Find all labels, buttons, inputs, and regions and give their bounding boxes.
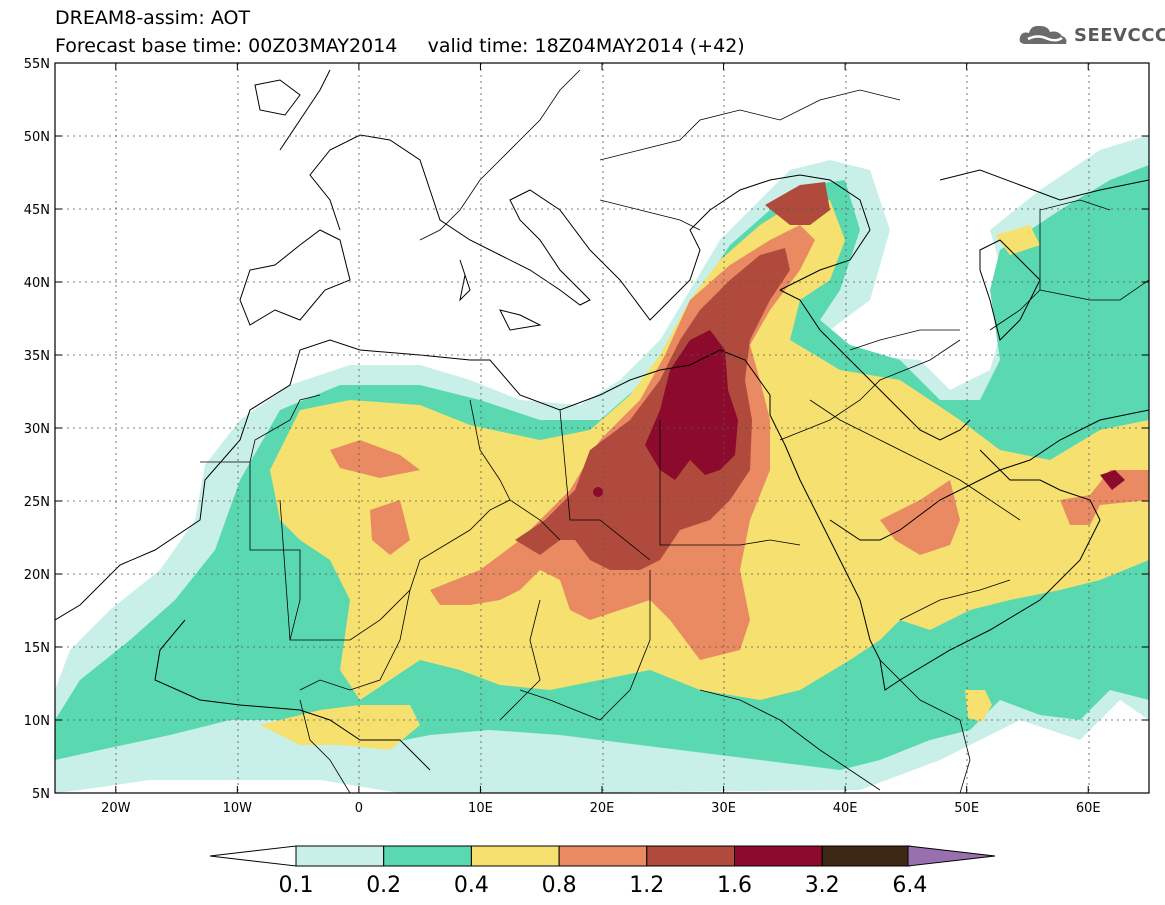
lon-tick-label: 10W [223,801,253,816]
lat-tick-label: 30N [24,422,50,437]
forecast-time-line: Forecast base time: 00Z03MAY2014 valid t… [55,35,745,57]
lon-tick-label: 30E [711,801,736,816]
colorbar-box [734,845,823,867]
colorbar-level-label: 0.2 [366,873,401,898]
lat-tick-label: 25N [24,495,50,510]
lon-tick-label: 40E [833,801,858,816]
coastlines [55,69,1149,771]
lon-tick-label: 60E [1076,801,1101,816]
colorbar-box [295,845,385,867]
colorbar-level-label: 1.2 [629,873,664,898]
colorbar-level-label: 0.1 [279,873,314,898]
colorbar: 0.1 0.2 0.4 0.8 1.2 1.6 3.2 6.4 [209,845,996,898]
lat-tick-label: 35N [24,349,50,364]
colorbar-level-label: 6.4 [892,873,927,898]
lat-tick-label: 15N [24,641,50,656]
lat-tick-label: 5N [32,787,50,802]
aot-field [55,135,1149,793]
lat-tick-label: 45N [24,203,50,218]
lon-tick-label: 20W [101,801,131,816]
logo-text: SEEVCCC [1074,24,1165,46]
lat-tick-label: 40N [24,276,50,291]
latitude-axis: 55N 50N 45N 40N 35N 30N 25N 20N 15N 10N 5N [24,57,1149,802]
colorbar-box [646,845,735,867]
map-title: DREAM8-assim: AOT [55,7,251,29]
colorbar-over-arrow [907,845,996,867]
seevccc-logo: SEEVCCC [1018,22,1165,48]
lon-tick-label: 0 [355,801,363,816]
colorbar-level-label: 3.2 [805,873,840,898]
lon-tick-label: 20E [590,801,615,816]
colorbar-level-label: 0.8 [542,873,577,898]
lon-tick-label: 50E [954,801,979,816]
longitude-axis: 20W 10W 0 10E 20E 30E 40E 50E 60E [101,63,1101,816]
colorbar-box [470,845,560,867]
colorbar-under-arrow [209,845,297,867]
colorbar-box [383,845,472,867]
graticule [55,63,1149,793]
lat-tick-label: 55N [24,57,50,72]
lat-tick-label: 20N [24,568,50,583]
lat-tick-label: 10N [24,714,50,729]
cloud-logo-icon [1019,25,1067,44]
colorbar-box [821,845,911,867]
lon-tick-label: 10E [468,801,493,816]
lat-tick-label: 50N [24,130,50,145]
colorbar-level-label: 1.6 [717,873,752,898]
colorbar-level-label: 0.4 [454,873,489,898]
colorbar-box [558,845,648,867]
